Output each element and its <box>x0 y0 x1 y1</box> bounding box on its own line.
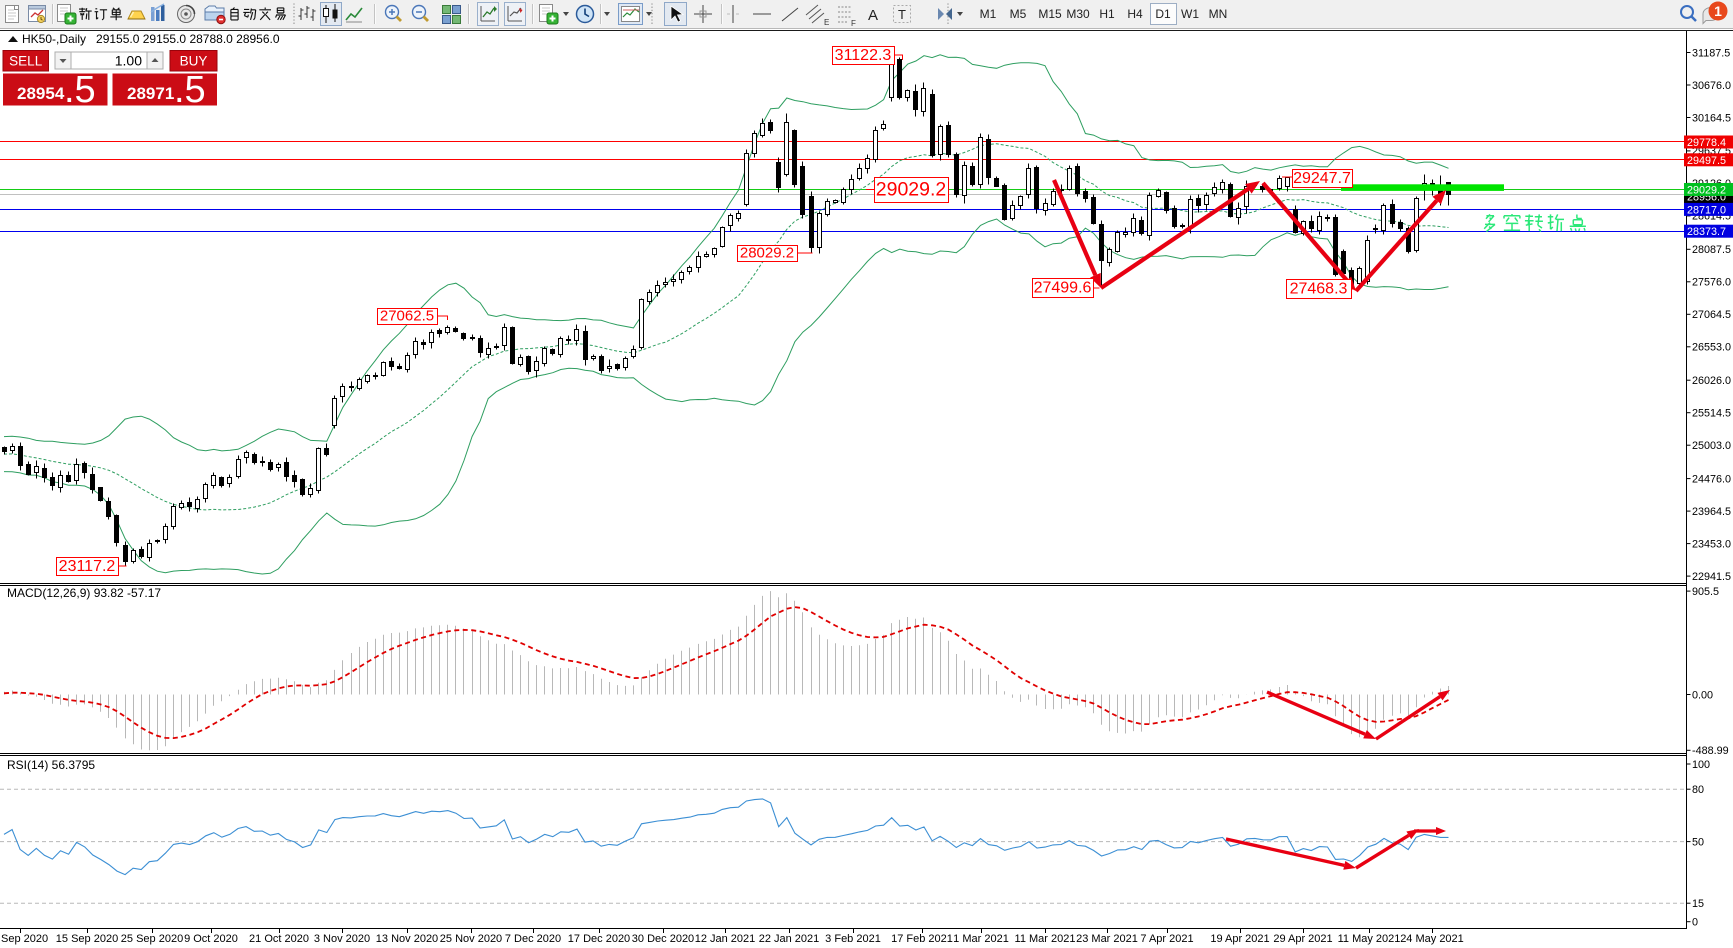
svg-text:7 Dec 2020: 7 Dec 2020 <box>505 933 561 945</box>
svg-text:T: T <box>898 7 906 22</box>
svg-text:30164.5: 30164.5 <box>1692 112 1731 124</box>
svg-text:11 May 2021: 11 May 2021 <box>1338 933 1401 945</box>
svg-text:30 Dec 2020: 30 Dec 2020 <box>632 933 694 945</box>
svg-text:H1: H1 <box>1099 7 1115 21</box>
svg-text:7 Apr 2021: 7 Apr 2021 <box>1140 933 1193 945</box>
svg-text:1 Mar 2021: 1 Mar 2021 <box>953 933 1009 945</box>
svg-text:0.00: 0.00 <box>1692 689 1713 701</box>
svg-text:1: 1 <box>1714 3 1722 19</box>
svg-text:28029.2: 28029.2 <box>740 244 794 261</box>
svg-text:21 Oct 2020: 21 Oct 2020 <box>249 933 309 945</box>
svg-text:M15: M15 <box>1038 7 1062 21</box>
svg-text:11 Mar 2021: 11 Mar 2021 <box>1015 933 1076 945</box>
svg-text:RSI(14) 56.3795: RSI(14) 56.3795 <box>7 758 95 772</box>
svg-text:15 Sep 2020: 15 Sep 2020 <box>56 933 118 945</box>
svg-text:22 Jan 2021: 22 Jan 2021 <box>759 933 820 945</box>
svg-text:12 Jan 2021: 12 Jan 2021 <box>695 933 756 945</box>
svg-text:27062.5: 27062.5 <box>380 307 434 324</box>
svg-text:24476.0: 24476.0 <box>1692 473 1731 485</box>
svg-text:13 Nov 2020: 13 Nov 2020 <box>376 933 438 945</box>
svg-text:100: 100 <box>1692 759 1710 771</box>
svg-text:D1: D1 <box>1155 7 1171 21</box>
svg-text:29 Apr 2021: 29 Apr 2021 <box>1273 933 1332 945</box>
svg-text:25003.0: 25003.0 <box>1692 440 1731 452</box>
svg-text:MACD(12,26,9) 93.82 -57.17: MACD(12,26,9) 93.82 -57.17 <box>7 586 161 600</box>
svg-text:31122.3: 31122.3 <box>835 47 892 64</box>
svg-text:M1: M1 <box>980 7 997 21</box>
svg-text:3 Nov 2020: 3 Nov 2020 <box>314 933 370 945</box>
svg-text:27064.5: 27064.5 <box>1692 309 1731 321</box>
svg-text:29247.7: 29247.7 <box>1293 170 1351 187</box>
svg-text:SELL: SELL <box>9 54 43 69</box>
svg-text:22941.5: 22941.5 <box>1692 571 1731 583</box>
svg-text:A: A <box>868 7 878 24</box>
svg-text:28971: 28971 <box>127 84 174 103</box>
svg-text:3 Sep 2020: 3 Sep 2020 <box>0 933 48 945</box>
svg-text:W1: W1 <box>1181 7 1199 21</box>
svg-text:50: 50 <box>1692 836 1704 848</box>
svg-text:25514.5: 25514.5 <box>1692 408 1731 420</box>
svg-text:23117.2: 23117.2 <box>59 558 116 575</box>
svg-text:25 Sep 2020: 25 Sep 2020 <box>121 933 183 945</box>
svg-text:3 Feb 2021: 3 Feb 2021 <box>825 933 881 945</box>
svg-text:15: 15 <box>1692 898 1704 910</box>
svg-text:80: 80 <box>1692 784 1704 796</box>
svg-text:E: E <box>824 18 829 27</box>
svg-text:BUY: BUY <box>180 54 208 69</box>
svg-text:29497.5: 29497.5 <box>1687 155 1726 167</box>
svg-text:17 Dec 2020: 17 Dec 2020 <box>568 933 630 945</box>
svg-text:29029.2: 29029.2 <box>1687 185 1726 197</box>
svg-text:M30: M30 <box>1066 7 1090 21</box>
svg-text:27468.3: 27468.3 <box>1290 280 1348 297</box>
svg-text:29029.2: 29029.2 <box>876 179 947 201</box>
svg-text:17 Feb 2021: 17 Feb 2021 <box>891 933 953 945</box>
svg-text:27576.0: 27576.0 <box>1692 277 1731 289</box>
svg-text:30676.0: 30676.0 <box>1692 80 1731 92</box>
svg-text:F: F <box>851 19 856 28</box>
svg-text:29778.4: 29778.4 <box>1687 137 1726 149</box>
svg-text:31187.5: 31187.5 <box>1692 47 1730 59</box>
svg-text:23453.0: 23453.0 <box>1692 538 1731 550</box>
svg-text:23 Mar 2021: 23 Mar 2021 <box>1076 933 1138 945</box>
svg-text:26553.0: 26553.0 <box>1692 342 1731 354</box>
svg-text:905.5: 905.5 <box>1692 586 1719 598</box>
svg-text:HK50-,Daily 29155.0 29155.0: HK50-,Daily 29155.0 29155.0 28788.0 2895… <box>22 32 280 46</box>
svg-text:26026.0: 26026.0 <box>1692 375 1731 387</box>
svg-text:-488.99: -488.99 <box>1692 745 1729 757</box>
svg-text:28087.5: 28087.5 <box>1692 244 1731 256</box>
svg-text:25 Nov 2020: 25 Nov 2020 <box>440 933 502 945</box>
svg-text:28717.0: 28717.0 <box>1687 204 1726 216</box>
svg-text:19 Apr 2021: 19 Apr 2021 <box>1210 933 1269 945</box>
svg-text:27499.6: 27499.6 <box>1034 279 1092 296</box>
svg-text:H4: H4 <box>1127 7 1143 21</box>
svg-text:28373.7: 28373.7 <box>1687 226 1726 238</box>
svg-text:.5: .5 <box>174 69 206 111</box>
svg-text:MN: MN <box>1209 7 1228 21</box>
svg-text:23964.5: 23964.5 <box>1692 506 1731 518</box>
svg-text:.5: .5 <box>64 69 96 111</box>
svg-text:0: 0 <box>1692 917 1698 929</box>
svg-text:1.00: 1.00 <box>115 53 142 69</box>
svg-text:M5: M5 <box>1010 7 1027 21</box>
svg-text:9 Oct 2020: 9 Oct 2020 <box>184 933 238 945</box>
svg-text:24 May 2021: 24 May 2021 <box>1400 933 1464 945</box>
svg-text:28954: 28954 <box>17 84 65 103</box>
